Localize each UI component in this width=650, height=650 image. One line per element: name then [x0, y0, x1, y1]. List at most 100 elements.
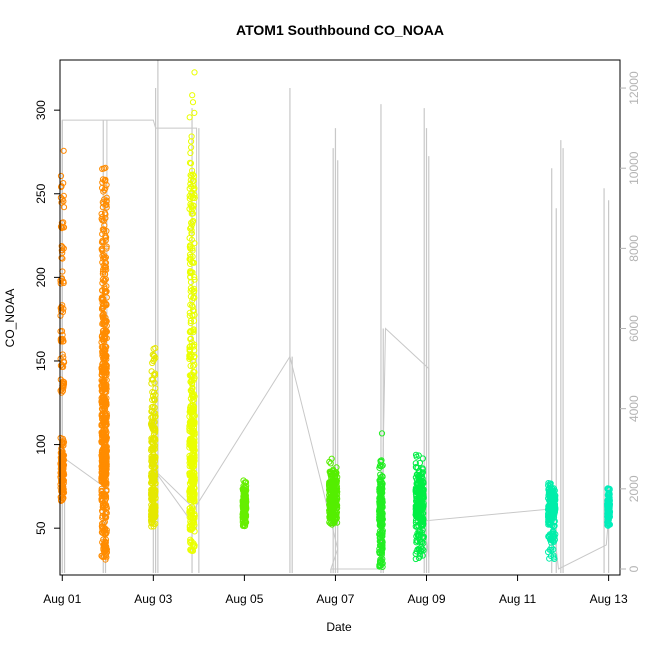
data-point — [604, 492, 611, 499]
data-point — [189, 312, 196, 319]
data-point — [188, 476, 196, 483]
data-point — [379, 530, 386, 537]
y-tick-label: 300 — [34, 100, 48, 120]
data-point — [186, 192, 193, 199]
data-point — [550, 534, 557, 541]
y-tick-label: 150 — [34, 351, 48, 371]
data-point — [98, 395, 105, 402]
data-point — [151, 511, 158, 518]
data-point — [150, 392, 157, 400]
data-point — [148, 523, 155, 530]
data-point — [102, 289, 109, 296]
data-point — [100, 437, 107, 444]
data-point — [379, 539, 386, 546]
data-point — [103, 446, 110, 454]
y2-tick-label: 8000 — [627, 235, 641, 262]
data-point — [188, 269, 195, 276]
data-point — [189, 518, 196, 525]
data-point — [101, 255, 109, 262]
data-point — [551, 503, 558, 510]
data-series-flight-10 — [604, 485, 614, 529]
x-tick-label: Aug 05 — [225, 592, 263, 606]
data-point — [326, 496, 333, 503]
data-point — [149, 473, 156, 480]
data-point — [150, 345, 157, 352]
data-point — [103, 227, 110, 235]
data-point — [378, 497, 385, 505]
data-point — [99, 348, 106, 355]
data-point — [102, 354, 110, 361]
data-point — [187, 336, 194, 343]
data-point — [188, 133, 195, 140]
data-point — [191, 361, 198, 368]
data-point — [191, 69, 198, 76]
data-point — [186, 114, 193, 121]
data-point — [148, 489, 155, 497]
data-point — [416, 459, 423, 467]
data-series-flight-6 — [326, 455, 341, 528]
x-tick-label: Aug 03 — [134, 592, 172, 606]
data-point — [148, 474, 155, 481]
data-point — [148, 495, 155, 503]
data-point — [414, 481, 421, 488]
data-point — [101, 383, 108, 390]
data-point — [148, 480, 155, 487]
data-point — [100, 337, 107, 344]
data-point — [60, 278, 67, 285]
data-point — [152, 372, 159, 379]
data-point — [191, 347, 198, 354]
axes: 50 100 150 200 250 300 0 2000 4000 6000 8000 10000 1… — [34, 71, 641, 606]
data-point — [99, 507, 106, 514]
plot-area — [57, 60, 614, 573]
data-point — [151, 389, 158, 396]
data-point — [187, 509, 194, 516]
data-point — [60, 354, 67, 361]
data-point — [191, 194, 198, 202]
data-point — [605, 485, 612, 492]
data-point — [101, 480, 108, 487]
data-point — [99, 330, 107, 337]
y-axis-label: CO_NOAA — [3, 289, 17, 348]
data-point — [152, 437, 159, 444]
data-point — [419, 522, 426, 529]
data-point — [418, 548, 425, 555]
data-point — [99, 495, 106, 502]
data-point — [58, 497, 65, 504]
data-point — [379, 512, 386, 519]
data-point — [188, 183, 195, 190]
data-point — [412, 523, 419, 530]
data-point — [103, 547, 110, 554]
data-point — [60, 147, 67, 154]
data-point — [413, 495, 421, 502]
data-point — [376, 550, 384, 557]
data-point — [191, 543, 198, 550]
data-point — [101, 450, 109, 457]
data-point — [99, 539, 106, 546]
data-point — [57, 172, 65, 180]
data-point — [98, 339, 105, 346]
data-point — [189, 171, 196, 178]
data-point — [545, 506, 552, 513]
data-point — [150, 510, 157, 517]
data-point — [188, 380, 195, 387]
data-point — [186, 347, 193, 354]
data-point — [148, 408, 155, 415]
data-point — [187, 538, 194, 545]
data-point — [420, 533, 427, 540]
data-point — [98, 371, 106, 378]
x-tick-label: Aug 13 — [590, 592, 628, 606]
data-point — [101, 177, 108, 184]
data-point — [188, 224, 195, 231]
data-point — [101, 434, 108, 441]
data-point — [606, 505, 613, 513]
data-point — [149, 425, 156, 433]
data-point — [152, 413, 159, 420]
data-point — [58, 308, 65, 315]
data-point — [186, 508, 193, 515]
data-point — [98, 239, 106, 246]
data-series-flight-9 — [545, 480, 559, 563]
data-point — [60, 338, 67, 345]
data-point — [188, 259, 195, 266]
data-point — [377, 462, 384, 469]
